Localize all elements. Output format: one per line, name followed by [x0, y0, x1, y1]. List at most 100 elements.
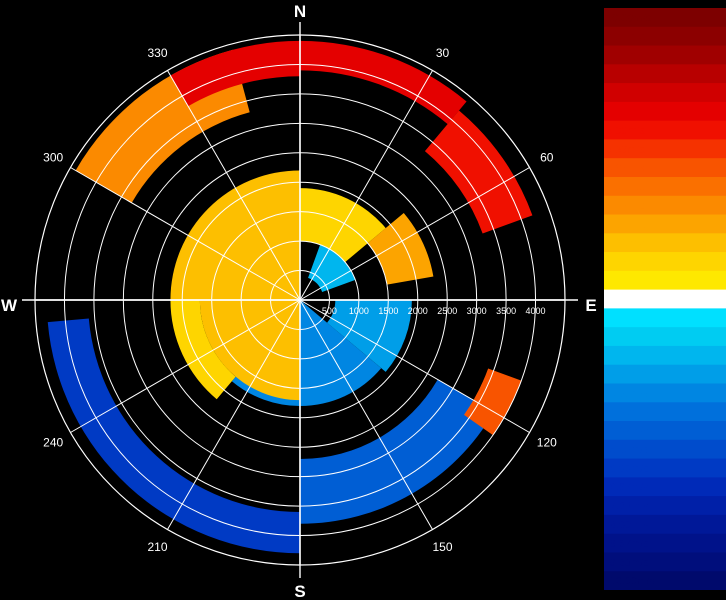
azimuth-labels: 30 60 120 150 210 240 300 330 — [43, 46, 557, 554]
colorbar-swatch-29 — [604, 552, 726, 572]
colorbar-label-26: -7.33m/s — [606, 501, 649, 513]
spoke-60 — [299, 167, 530, 301]
colorbar-swatch-24 — [604, 458, 726, 478]
compass-west: W — [1, 296, 18, 315]
colorbar-swatch-14 — [604, 270, 726, 291]
range-label-1500: 1500 — [378, 306, 398, 316]
azimuth-label-150: 150 — [432, 540, 452, 554]
spoke-30 — [299, 70, 433, 301]
colorbar-label-8: 4.67m/s — [606, 163, 646, 175]
spoke-150 — [299, 299, 433, 530]
colorbar-label-15: 0.00m/s — [606, 294, 646, 306]
colorbar-label-20: -3.33m/s — [606, 388, 649, 400]
azimuth-label-240: 240 — [43, 436, 63, 450]
colorbar-label-18: -2.00m/s — [606, 350, 649, 362]
velocity-sector-10 — [300, 379, 494, 524]
colorbar-label-9: 4.00m/s — [606, 181, 646, 193]
azimuth-label-300: 300 — [43, 151, 63, 165]
azimuth-label-330: 330 — [147, 46, 167, 60]
range-label-3500: 3500 — [496, 306, 516, 316]
colorbar-label-4: 7.33m/s — [606, 87, 646, 99]
velocity-sectors — [47, 40, 533, 554]
velocity-sector-13 — [170, 300, 236, 400]
colorbar-label-6: 6.00m/s — [606, 125, 646, 137]
colorbar-label-29: -9.33m/s — [606, 557, 649, 569]
colorbar-label-10: 3.33m/s — [606, 200, 646, 212]
colorbar-label-24: -6.00m/s — [606, 463, 649, 475]
colorbar-label-22: -4.67m/s — [606, 425, 649, 437]
colorbar-swatch-18 — [604, 345, 726, 366]
spoke-210 — [167, 299, 301, 530]
colorbar-swatch-6 — [604, 120, 726, 140]
azimuth-label-60: 60 — [540, 151, 554, 165]
range-label-4000: 4000 — [526, 306, 546, 316]
velocity-sector-12 — [199, 300, 300, 401]
compass-east: E — [585, 296, 596, 315]
velocity-sector-11 — [47, 318, 300, 554]
colorbar-labels: 10.00m/s 9.33m/s 8.67m/s 8.00m/s 7.33m/s 6.67… — [606, 12, 655, 587]
colorbar-swatch-16 — [604, 308, 726, 328]
colorbar-label-16: -0.67m/s — [606, 313, 649, 325]
velocity-sector-3 — [300, 40, 467, 125]
colorbar-label-5: 6.67m/s — [606, 106, 646, 118]
spoke-300 — [70, 167, 301, 301]
colorbar-swatch-1 — [604, 26, 726, 47]
colorbar-swatch-12 — [604, 233, 726, 253]
velocity-sector-15 — [464, 368, 522, 436]
velocity-sector-6 — [308, 244, 356, 292]
colorbar-label-23: -5.33m/s — [606, 444, 649, 456]
colorbar-label-2: 8.67m/s — [606, 50, 646, 62]
colorbar-swatch-21 — [604, 402, 726, 422]
azimuth-label-210: 210 — [147, 540, 167, 554]
velocity-sector-0 — [170, 170, 300, 300]
range-label-500: 500 — [322, 306, 337, 316]
azimuth-label-120: 120 — [537, 436, 557, 450]
azimuth-spokes — [22, 22, 578, 578]
spoke-120 — [299, 299, 530, 433]
spoke-240 — [70, 299, 301, 433]
colorbar-label-17: -1.33m/s — [606, 332, 649, 344]
colorbar-label-13: 1.33m/s — [606, 256, 646, 268]
velocity-sector-8 — [300, 300, 382, 406]
colorbar-label-0: 10.00m/s — [606, 12, 652, 24]
colorbar-label-12: 2.00m/s — [606, 238, 646, 250]
colorbar-label-21: -4.00m/s — [606, 407, 649, 419]
range-label-2500: 2500 — [437, 306, 457, 316]
colorbar-swatch-11 — [604, 214, 726, 234]
velocity-sector-5 — [367, 212, 434, 285]
colorbar-swatch-15 — [604, 289, 726, 309]
colorbar-label-27: -8.00m/s — [606, 519, 649, 531]
colorbar-swatch-22 — [604, 421, 726, 441]
velocity-sector-14 — [424, 110, 533, 234]
colorbar-swatch-17 — [604, 327, 726, 347]
azimuth-label-30: 30 — [436, 46, 450, 60]
colorbar-swatch-26 — [604, 496, 726, 516]
spoke-330 — [167, 70, 301, 301]
compass-north: N — [294, 2, 306, 21]
colorbar-swatch-23 — [604, 439, 726, 460]
colorbar-label-30: -10.00m/s — [606, 576, 655, 588]
colorbar-label-1: 9.33m/s — [606, 31, 646, 43]
colorbar-swatches — [604, 8, 726, 590]
colorbar-swatch-3 — [604, 64, 726, 84]
colorbar-swatch-27 — [604, 514, 726, 535]
colorbar-swatch-28 — [604, 533, 726, 553]
ppi-plot: 500 1000 1500 2000 2500 3000 3500 4000 30 60 120 1… — [1, 2, 597, 600]
colorbar-label-14: 0.67m/s — [606, 275, 646, 287]
colorbar-swatch-4 — [604, 83, 726, 103]
colorbar-label-11: 2.67m/s — [606, 219, 646, 231]
compass-south: S — [294, 582, 305, 600]
colorbar-swatch-9 — [604, 176, 726, 197]
colorbar-label-7: 5.33m/s — [606, 144, 646, 156]
colorbar-swatch-8 — [604, 158, 726, 178]
velocity-sector-7 — [327, 300, 412, 372]
colorbar-label-25: -6.67m/s — [606, 482, 649, 494]
colorbar-swatch-7 — [604, 139, 726, 159]
colorbar-swatch-5 — [604, 101, 726, 122]
colorbar-label-28: -8.67m/s — [606, 538, 649, 550]
colorbar-swatch-20 — [604, 383, 726, 403]
colorbar-swatch-13 — [604, 252, 726, 272]
range-label-2000: 2000 — [408, 306, 428, 316]
colorbar-swatch-30 — [604, 571, 726, 590]
colorbar-swatch-10 — [604, 195, 726, 216]
